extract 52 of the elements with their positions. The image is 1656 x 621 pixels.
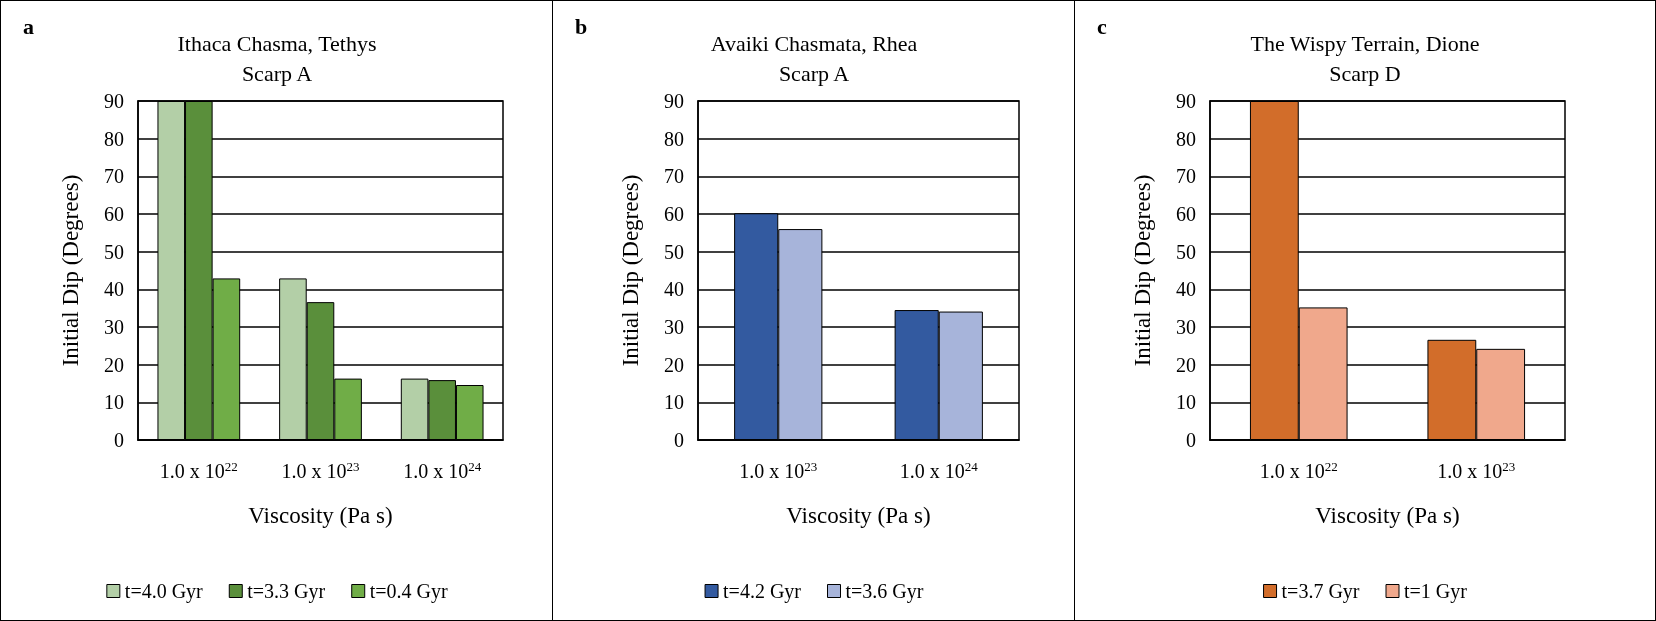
y-tick-label: 70 bbox=[104, 165, 124, 188]
y-tick-label: 60 bbox=[1176, 203, 1196, 225]
y-tick-label: 20 bbox=[664, 353, 684, 376]
y-tick-label: 80 bbox=[104, 127, 124, 150]
legend-label: t=3.6 Gyr bbox=[845, 580, 924, 603]
chart-title: Avaiki Chasmata, Rhea bbox=[710, 30, 918, 56]
legend-label: t=3.7 Gyr bbox=[1281, 580, 1360, 603]
x-axis-title: Viscosity (Pa s) bbox=[1315, 503, 1460, 528]
chart-title: The Wispy Terrain, Dione bbox=[1250, 30, 1480, 56]
chart-subtitle: Scarp A bbox=[778, 60, 850, 86]
y-tick-label: 20 bbox=[104, 353, 124, 376]
y-tick-label: 0 bbox=[1186, 429, 1196, 451]
y-tick-label: 30 bbox=[664, 316, 684, 338]
y-tick-label: 40 bbox=[664, 278, 684, 301]
y-tick-label: 50 bbox=[104, 240, 124, 263]
y-tick-label: 90 bbox=[104, 90, 124, 112]
chart-title: Ithaca Chasma, Tethys bbox=[177, 30, 377, 56]
y-tick-label: 0 bbox=[114, 429, 124, 451]
y-axis-title: Initial Dip (Degrees) bbox=[1130, 174, 1155, 367]
y-tick-label: 60 bbox=[664, 203, 684, 225]
y-tick-label: 30 bbox=[1176, 316, 1196, 338]
chart-subtitle: Scarp A bbox=[241, 60, 313, 86]
legend-label: t=1 Gyr bbox=[1404, 580, 1468, 603]
y-tick-label: 40 bbox=[1176, 278, 1196, 301]
legend-label: t=0.4 Gyr bbox=[369, 580, 448, 603]
y-tick-label: 70 bbox=[1176, 165, 1196, 188]
y-tick-label: 50 bbox=[664, 240, 684, 263]
y-tick-label: 50 bbox=[1176, 240, 1196, 263]
text: c bbox=[1097, 13, 1107, 39]
x-axis-title: Viscosity (Pa s) bbox=[248, 503, 393, 528]
text: a bbox=[23, 13, 34, 39]
x-axis-title: Viscosity (Pa s) bbox=[786, 503, 931, 528]
legend-label: t=4.0 Gyr bbox=[124, 580, 204, 603]
y-tick-label: 80 bbox=[664, 127, 684, 150]
y-tick-label: 0 bbox=[674, 429, 684, 451]
chart-subtitle: Scarp D bbox=[1329, 60, 1401, 86]
y-tick-label: 60 bbox=[104, 203, 124, 225]
y-tick-label: 20 bbox=[1176, 353, 1196, 376]
y-tick-label: 90 bbox=[664, 90, 684, 112]
y-tick-label: 40 bbox=[104, 278, 124, 301]
legend-label: t=3.3 Gyr bbox=[247, 580, 326, 603]
legend-label: t=4.2 Gyr bbox=[723, 580, 802, 603]
y-tick-label: 80 bbox=[1176, 127, 1196, 150]
y-tick-label: 10 bbox=[1176, 391, 1196, 414]
y-axis-title: Initial Dip (Degrees) bbox=[58, 174, 83, 367]
y-tick-label: 30 bbox=[104, 316, 124, 338]
y-tick-label: 10 bbox=[104, 391, 124, 414]
y-tick-label: 90 bbox=[1176, 90, 1196, 112]
y-tick-label: 70 bbox=[664, 165, 684, 188]
text: b bbox=[575, 13, 588, 39]
y-axis-title: Initial Dip (Degrees) bbox=[618, 174, 643, 367]
y-tick-label: 10 bbox=[664, 391, 684, 414]
